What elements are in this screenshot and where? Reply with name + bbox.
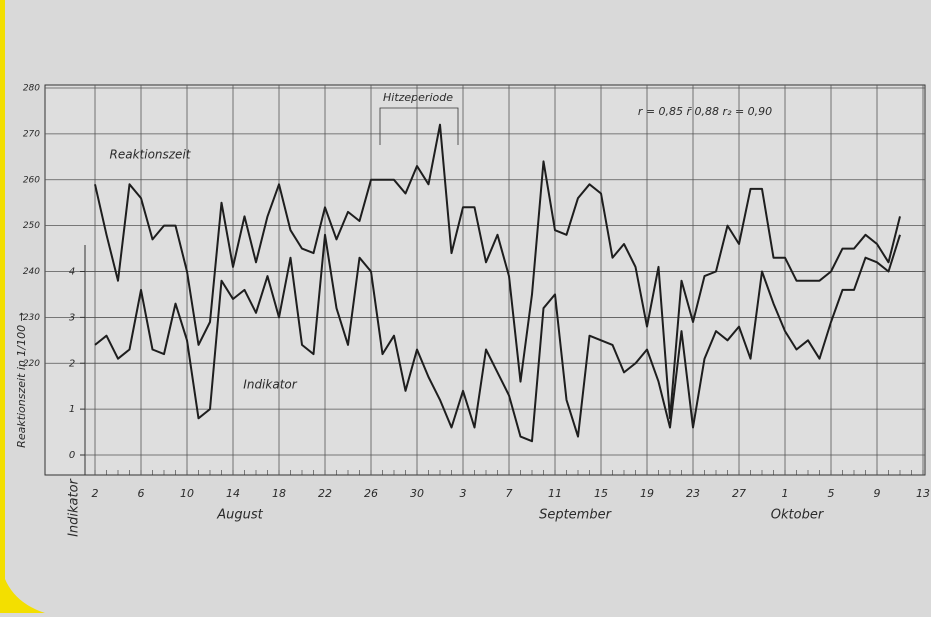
x-tick-label: 6	[138, 487, 145, 500]
y-tick-label: 220	[23, 359, 40, 369]
y2-tick-label: 0	[69, 450, 75, 461]
annotation: Hitzeperiode	[383, 91, 453, 104]
plot-frame	[44, 84, 926, 476]
y-tick-label: 280	[23, 84, 40, 94]
x-tick-label: 3	[460, 487, 467, 500]
month-label: August	[216, 508, 263, 523]
x-tick-label: 23	[686, 487, 700, 500]
y-tick-label: 260	[23, 175, 40, 185]
x-tick-label: 13	[916, 487, 930, 500]
month-label: Oktober	[771, 508, 825, 523]
y-tick-label: 270	[23, 129, 40, 139]
x-tick-label: 26	[364, 487, 378, 500]
x-tick-label: 11	[548, 487, 562, 500]
series-label: Reaktionszeit	[110, 148, 192, 162]
series-line	[94, 123, 901, 420]
x-tick-label: 1	[782, 487, 789, 500]
y2-tick-label: 2	[69, 358, 75, 369]
annotation: r = 0,85 r̄ 0,88 r₂ = 0,90	[638, 105, 772, 118]
x-tick-label: 7	[506, 487, 513, 500]
x-tick-label: 19	[640, 487, 654, 500]
yellow-border	[0, 0, 5, 613]
x-tick-label: 2	[92, 487, 99, 500]
x-tick-label: 5	[828, 487, 835, 500]
x-tick-label: 10	[180, 487, 194, 500]
y-tick-label: 250	[23, 221, 40, 231]
month-label: September	[539, 508, 613, 523]
x-tick-label: 30	[410, 487, 424, 500]
y2-tick-label: 1	[69, 404, 75, 415]
x-tick-label: 14	[226, 487, 240, 500]
y2-tick-label: 4	[69, 267, 75, 278]
y2-axis-label: Indikator	[67, 477, 82, 536]
x-tick-label: 27	[732, 487, 746, 500]
y-tick-label: 240	[23, 267, 40, 277]
bracket	[379, 107, 459, 145]
series-line	[94, 233, 901, 443]
series-label: Indikator	[243, 378, 297, 392]
yellow-corner	[0, 560, 45, 613]
x-tick-label: 22	[318, 487, 332, 500]
y2-tick-label: 3	[69, 312, 75, 323]
y-tick-label: 230	[23, 313, 40, 323]
x-tick-label: 18	[272, 487, 286, 500]
x-tick-label: 15	[594, 487, 608, 500]
y-axis-label: Reaktionszeit in 1/100 →	[15, 312, 28, 448]
x-tick-label: 9	[874, 487, 881, 500]
